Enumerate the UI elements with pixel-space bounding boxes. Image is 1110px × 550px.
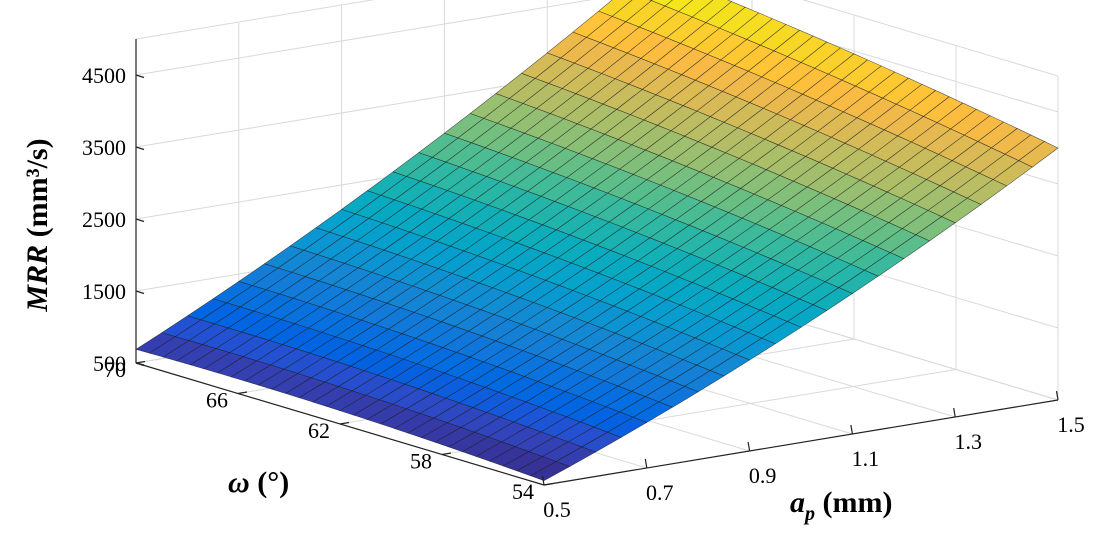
z-tick-mark: [135, 146, 145, 151]
x-tick-mark: [541, 475, 545, 486]
back-wall-grid-line: [135, 0, 593, 76]
x-tick-mark: [850, 424, 853, 435]
z-tick-label: 2500: [82, 207, 126, 232]
y-tick-label: 70: [104, 357, 126, 382]
y-tick-label: 62: [308, 418, 330, 443]
x-tick-label: 0.7: [646, 480, 674, 505]
y-tick-mark: [441, 452, 452, 456]
x-axis-line: [543, 399, 1059, 486]
z-tick-label: 3500: [82, 135, 126, 160]
z-tick-mark: [135, 74, 145, 79]
x-tick-label: 1.5: [1057, 412, 1085, 437]
x-tick-mark: [747, 441, 751, 452]
x-tick-label: 1.3: [954, 429, 982, 454]
x-tick-mark: [1055, 390, 1059, 401]
x-tick-label: 0.5: [543, 497, 571, 522]
z-tick-mark: [135, 290, 145, 295]
y-tick-mark: [135, 360, 146, 364]
y-tick-label: 66: [206, 388, 228, 413]
surface-cell: [529, 461, 571, 481]
z-tick-mark: [135, 218, 145, 223]
z-tick-label: 4500: [82, 63, 126, 88]
z-tick-label: 500: [93, 351, 126, 376]
side-wall-top-edge: [802, 0, 1059, 77]
x-tick-mark: [644, 458, 648, 469]
x-tick-label: 0.9: [749, 463, 777, 488]
z-tick-mark: [135, 362, 145, 367]
x-axis-label: ap (mm): [790, 486, 892, 525]
y-tick-mark: [237, 391, 248, 395]
y-tick-label: 58: [410, 449, 432, 474]
x-tick-label: 1.1: [852, 446, 880, 471]
y-axis-label: ω (°): [228, 466, 289, 499]
y-tick-label: 54: [512, 479, 534, 504]
x-tick-mark: [953, 407, 956, 418]
y-tick-mark: [339, 421, 350, 425]
back-wall-top-edge: [135, 0, 375, 40]
surface: [135, 0, 1059, 481]
z-axis-label: MRR (mm³/s): [21, 138, 54, 312]
y-tick-mark: [543, 482, 554, 486]
z-tick-label: 1500: [82, 279, 126, 304]
